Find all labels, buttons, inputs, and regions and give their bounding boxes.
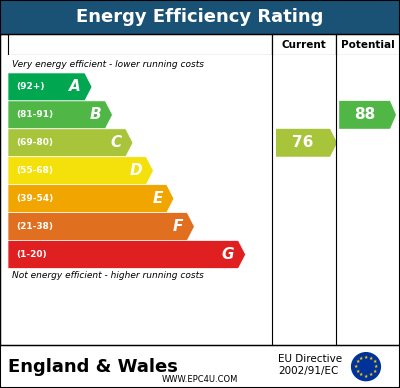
Text: F: F (173, 219, 183, 234)
Text: England & Wales: England & Wales (8, 358, 178, 376)
Bar (272, 101, 336, 129)
Bar (272, 73, 336, 101)
Circle shape (352, 353, 380, 381)
Bar (272, 213, 336, 241)
Text: EU Directive
2002/91/EC: EU Directive 2002/91/EC (278, 354, 342, 376)
Text: ★: ★ (359, 372, 363, 378)
Text: Potential: Potential (341, 40, 395, 50)
Bar (272, 268, 336, 283)
Text: E: E (152, 191, 163, 206)
Bar (272, 185, 336, 213)
Polygon shape (276, 129, 337, 157)
Text: (55-68): (55-68) (16, 166, 53, 175)
Bar (272, 34, 336, 55)
Bar (336, 34, 400, 55)
Bar (272, 241, 336, 268)
Text: ★: ★ (369, 372, 373, 378)
Bar (272, 129, 336, 157)
Text: 88: 88 (354, 107, 375, 122)
Text: Not energy efficient - higher running costs: Not energy efficient - higher running co… (12, 271, 204, 281)
Text: ★: ★ (364, 355, 368, 360)
Text: (39-54): (39-54) (16, 194, 53, 203)
Text: (92+): (92+) (16, 82, 44, 92)
Text: (1-20): (1-20) (16, 250, 47, 259)
Text: ★: ★ (372, 359, 377, 364)
Bar (336, 268, 400, 283)
Text: A: A (69, 80, 81, 94)
Text: 76: 76 (292, 135, 314, 150)
Bar (336, 157, 400, 185)
Text: ★: ★ (374, 364, 378, 369)
Bar (336, 241, 400, 268)
Bar (0, 34, 400, 345)
Text: ★: ★ (354, 364, 358, 369)
Bar (8, 34, 272, 55)
Bar (272, 157, 336, 185)
Polygon shape (8, 185, 174, 213)
Text: ★: ★ (372, 369, 377, 374)
Text: Very energy efficient - lower running costs: Very energy efficient - lower running co… (12, 60, 204, 69)
Polygon shape (8, 213, 194, 241)
Bar (272, 55, 400, 73)
Text: D: D (130, 163, 142, 178)
Text: ★: ★ (369, 356, 373, 361)
Text: B: B (90, 107, 101, 122)
Bar (336, 129, 400, 157)
Text: C: C (110, 135, 122, 150)
Bar (336, 185, 400, 213)
Polygon shape (8, 129, 133, 157)
Bar (0, 0, 400, 34)
Text: (69-80): (69-80) (16, 138, 53, 147)
Polygon shape (339, 101, 396, 129)
Bar (336, 73, 400, 101)
Polygon shape (8, 241, 246, 268)
Bar (8, 55, 272, 73)
Text: ★: ★ (359, 356, 363, 361)
Bar (8, 268, 272, 283)
Polygon shape (8, 73, 92, 101)
Text: ★: ★ (364, 374, 368, 379)
Bar (336, 213, 400, 241)
Text: (21-38): (21-38) (16, 222, 53, 231)
Text: WWW.EPC4U.COM: WWW.EPC4U.COM (162, 375, 238, 384)
Text: ★: ★ (355, 369, 360, 374)
Text: Current: Current (282, 40, 326, 50)
Text: ★: ★ (355, 359, 360, 364)
Text: (81-91): (81-91) (16, 110, 53, 120)
Text: Energy Efficiency Rating: Energy Efficiency Rating (76, 8, 324, 26)
Polygon shape (8, 101, 112, 129)
Bar (336, 101, 400, 129)
Text: G: G (222, 247, 234, 262)
Polygon shape (8, 157, 154, 185)
